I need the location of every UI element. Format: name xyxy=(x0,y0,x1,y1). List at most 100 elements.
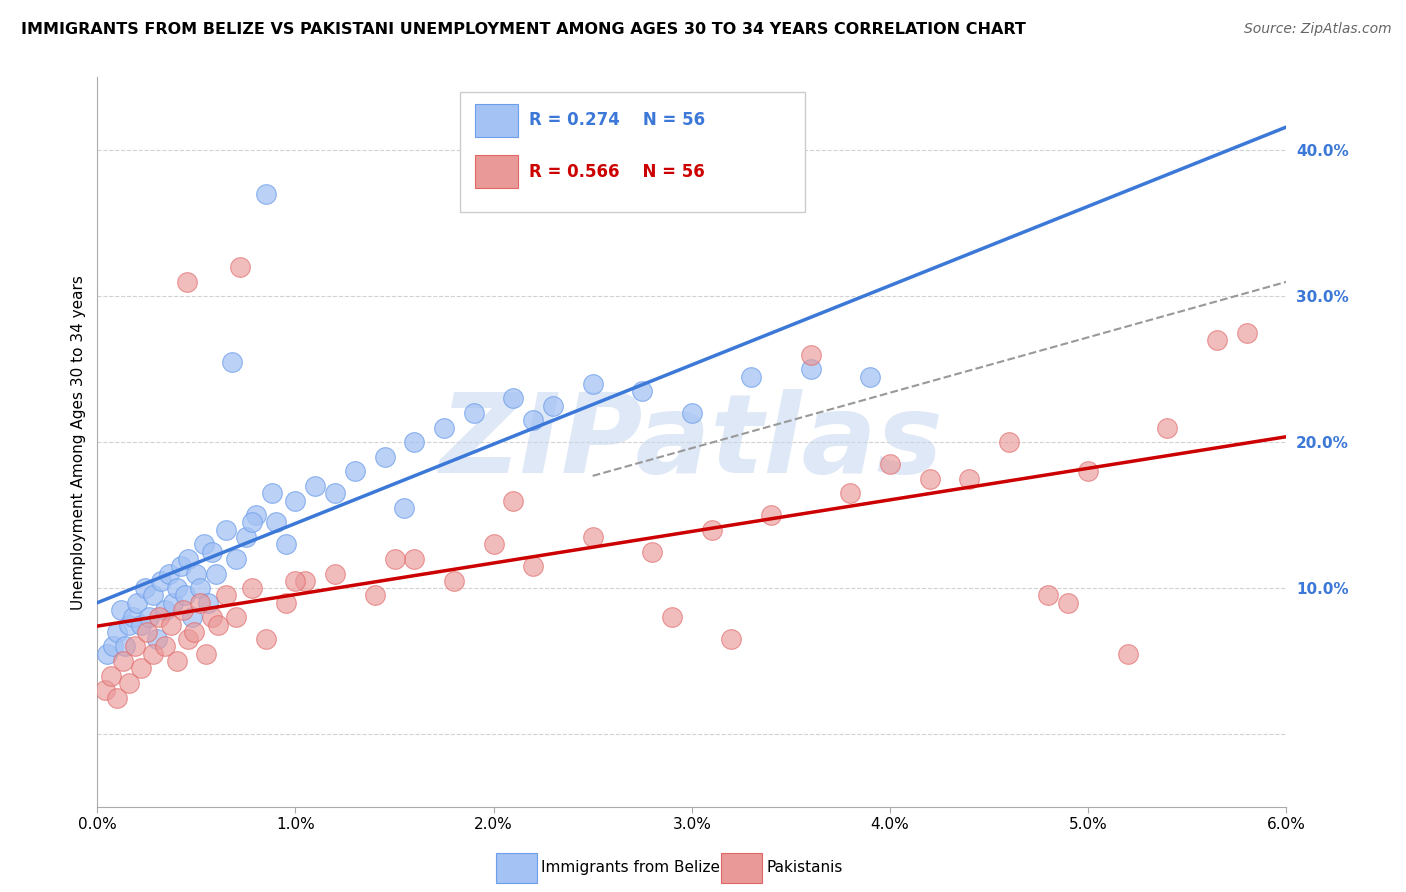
Point xyxy=(225,552,247,566)
Point xyxy=(254,632,277,647)
Point xyxy=(142,589,165,603)
Text: R = 0.566    N = 56: R = 0.566 N = 56 xyxy=(529,162,704,180)
Point xyxy=(229,260,252,274)
Point xyxy=(502,493,524,508)
Point xyxy=(879,457,901,471)
Point xyxy=(103,640,125,654)
Point xyxy=(254,187,277,202)
Point xyxy=(215,523,238,537)
Point xyxy=(522,413,544,427)
Point xyxy=(122,610,145,624)
Point xyxy=(129,661,152,675)
Point xyxy=(138,610,160,624)
Point xyxy=(94,683,117,698)
Point xyxy=(374,450,396,464)
Point xyxy=(700,523,723,537)
Point xyxy=(173,589,195,603)
Point xyxy=(100,668,122,682)
Point xyxy=(274,596,297,610)
Point xyxy=(1057,596,1080,610)
Point xyxy=(681,406,703,420)
Point xyxy=(190,596,212,610)
Point xyxy=(201,544,224,558)
Point xyxy=(134,581,156,595)
Point xyxy=(264,516,287,530)
Text: R = 0.274    N = 56: R = 0.274 N = 56 xyxy=(529,112,704,129)
Point xyxy=(364,589,387,603)
Text: Immigrants from Belize: Immigrants from Belize xyxy=(541,861,720,875)
Point xyxy=(839,486,862,500)
Point xyxy=(343,464,366,478)
Point xyxy=(859,369,882,384)
Point xyxy=(240,516,263,530)
Point xyxy=(166,654,188,668)
Point xyxy=(433,420,456,434)
Point xyxy=(284,574,307,588)
Point xyxy=(124,640,146,654)
Point xyxy=(162,596,184,610)
Point xyxy=(482,537,505,551)
Point xyxy=(112,654,135,668)
Point xyxy=(149,574,172,588)
Point xyxy=(323,486,346,500)
Point xyxy=(631,384,654,399)
Text: Source: ZipAtlas.com: Source: ZipAtlas.com xyxy=(1244,22,1392,37)
Point xyxy=(541,399,564,413)
Point xyxy=(181,610,204,624)
Point xyxy=(125,596,148,610)
Point xyxy=(800,362,823,376)
Point xyxy=(394,500,416,515)
Point xyxy=(129,617,152,632)
Point xyxy=(183,624,205,639)
Point xyxy=(274,537,297,551)
Point xyxy=(186,566,208,581)
Point xyxy=(114,640,136,654)
Point xyxy=(661,610,683,624)
Point xyxy=(1205,333,1227,347)
Point xyxy=(148,610,170,624)
Point xyxy=(177,552,200,566)
Point xyxy=(759,508,782,523)
Point xyxy=(146,632,169,647)
Point xyxy=(1038,589,1060,603)
Text: ZIPatlas: ZIPatlas xyxy=(440,389,943,496)
Point xyxy=(105,624,128,639)
Point xyxy=(221,355,243,369)
Text: IMMIGRANTS FROM BELIZE VS PAKISTANI UNEMPLOYMENT AMONG AGES 30 TO 34 YEARS CORRE: IMMIGRANTS FROM BELIZE VS PAKISTANI UNEM… xyxy=(21,22,1026,37)
Point xyxy=(404,552,426,566)
Point xyxy=(384,552,406,566)
FancyBboxPatch shape xyxy=(460,92,804,212)
Point xyxy=(169,559,191,574)
Point xyxy=(245,508,267,523)
Point xyxy=(235,530,257,544)
Point xyxy=(197,596,219,610)
Point xyxy=(215,589,238,603)
Point xyxy=(720,632,742,647)
Point xyxy=(304,479,326,493)
Point xyxy=(166,581,188,595)
Point xyxy=(172,603,194,617)
Point xyxy=(1077,464,1099,478)
Point xyxy=(225,610,247,624)
Point xyxy=(135,624,157,639)
Point xyxy=(96,647,118,661)
Point xyxy=(1156,420,1178,434)
Point xyxy=(207,617,229,632)
Point xyxy=(740,369,762,384)
Point xyxy=(195,647,218,661)
Point xyxy=(998,435,1021,450)
Point xyxy=(153,603,176,617)
Point xyxy=(177,632,200,647)
Point xyxy=(502,392,524,406)
Point xyxy=(205,566,228,581)
Point xyxy=(284,493,307,508)
Y-axis label: Unemployment Among Ages 30 to 34 years: Unemployment Among Ages 30 to 34 years xyxy=(72,275,86,609)
FancyBboxPatch shape xyxy=(475,155,519,188)
Point xyxy=(153,640,176,654)
Point xyxy=(294,574,316,588)
Point xyxy=(323,566,346,581)
Point xyxy=(193,537,215,551)
Point xyxy=(463,406,485,420)
Point xyxy=(1116,647,1139,661)
Point xyxy=(142,647,165,661)
